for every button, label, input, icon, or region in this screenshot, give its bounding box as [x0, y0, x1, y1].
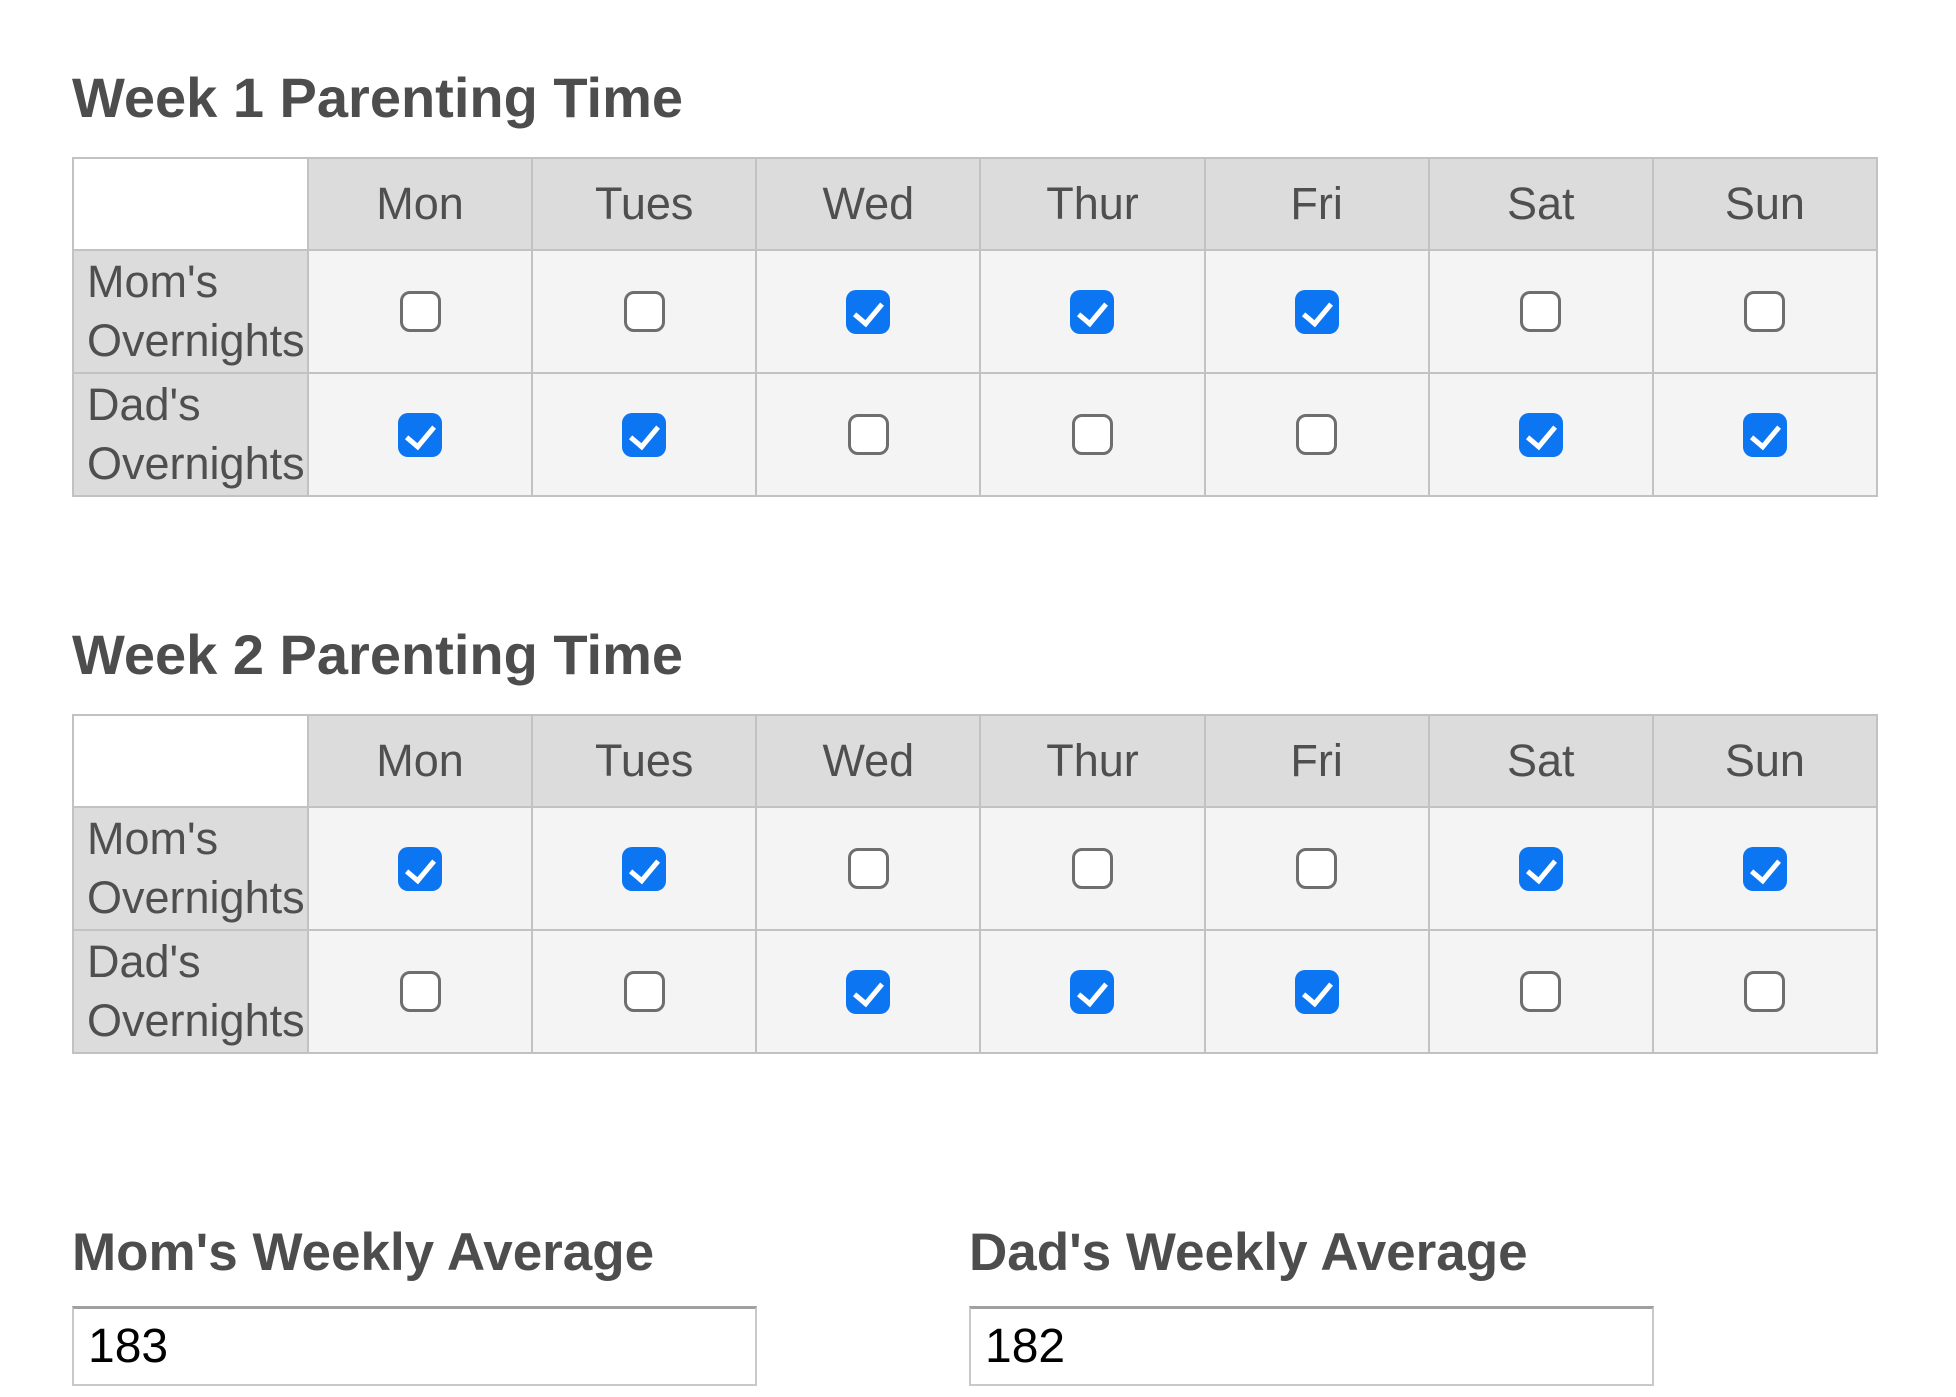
checkbox-week1-mom-thur[interactable] — [1070, 289, 1115, 334]
mom-weekly-average-input[interactable] — [72, 1306, 757, 1386]
week1-dad-sat-cell — [1427, 372, 1654, 497]
week2-title: Week 2 Parenting Time — [72, 623, 684, 686]
week1-dad-sun-cell — [1651, 372, 1879, 497]
checkbox-week2-mom-tues[interactable] — [622, 846, 667, 891]
mom-weekly-average-title: Mom's Weekly Average — [72, 1223, 655, 1282]
week1-mom-wed-cell — [755, 249, 982, 374]
week1-dad-thur-cell — [979, 372, 1206, 497]
week2-dad-thur-cell — [979, 929, 1206, 1054]
checkbox-week1-dad-wed[interactable] — [847, 414, 889, 455]
week2-header-sun: Sun — [1651, 714, 1879, 808]
week2-corner-cell — [72, 714, 309, 808]
week2-dad-wed-cell — [755, 929, 982, 1054]
week1-mom-fri-cell — [1203, 249, 1430, 374]
week1-title: Week 1 Parenting Time — [72, 66, 684, 129]
week1-section: Week 1 Parenting Time Mon Tues Wed Thur … — [72, 70, 1880, 497]
week1-mom-row-label: Mom's Overnights — [72, 249, 309, 374]
week2-mom-tues-cell — [531, 806, 758, 931]
week2-header-fri: Fri — [1203, 714, 1430, 808]
checkbox-week1-dad-sun[interactable] — [1742, 412, 1787, 457]
week2-dad-tues-cell — [531, 929, 758, 1054]
checkbox-week1-dad-mon[interactable] — [398, 412, 443, 457]
week2-header-sat: Sat — [1427, 714, 1654, 808]
week1-mom-mon-cell — [306, 249, 534, 374]
week1-dad-tues-cell — [531, 372, 758, 497]
checkbox-week2-dad-thur[interactable] — [1070, 969, 1115, 1014]
checkbox-week2-mom-wed[interactable] — [847, 848, 889, 889]
checkbox-week1-mom-tues[interactable] — [623, 291, 665, 332]
checkbox-week1-mom-mon[interactable] — [399, 291, 441, 332]
checkbox-week2-dad-fri[interactable] — [1294, 969, 1339, 1014]
checkbox-week1-mom-sat[interactable] — [1520, 291, 1562, 332]
week1-header-tues: Tues — [531, 157, 758, 251]
week1-mom-sat-cell — [1427, 249, 1654, 374]
week2-mom-sun-cell — [1651, 806, 1879, 931]
week1-corner-cell — [72, 157, 309, 251]
checkbox-week2-dad-tues[interactable] — [623, 971, 665, 1012]
week2-mom-wed-cell — [755, 806, 982, 931]
week1-dad-row-label: Dad's Overnights — [72, 372, 309, 497]
week2-mom-fri-cell — [1203, 806, 1430, 931]
checkbox-week2-mom-fri[interactable] — [1296, 848, 1338, 889]
week1-dad-wed-cell — [755, 372, 982, 497]
week2-header-tues: Tues — [531, 714, 758, 808]
week1-mom-thur-cell — [979, 249, 1206, 374]
week2-header-wed: Wed — [755, 714, 982, 808]
checkbox-week1-mom-wed[interactable] — [846, 289, 891, 334]
checkbox-week2-dad-sun[interactable] — [1744, 971, 1786, 1012]
week2-dad-mon-cell — [306, 929, 534, 1054]
checkbox-week2-dad-mon[interactable] — [399, 971, 441, 1012]
week1-header-sun: Sun — [1651, 157, 1879, 251]
checkbox-week2-dad-sat[interactable] — [1520, 971, 1562, 1012]
week2-mom-thur-cell — [979, 806, 1206, 931]
week2-section: Week 2 Parenting Time Mon Tues Wed Thur … — [72, 627, 1880, 1054]
week2-mom-mon-cell — [306, 806, 534, 931]
week1-header-mon: Mon — [306, 157, 534, 251]
week1-dad-fri-cell — [1203, 372, 1430, 497]
week1-table: Mon Tues Wed Thur Fri Sat Sun Mom's Over… — [72, 157, 1879, 497]
week2-dad-sun-cell — [1651, 929, 1879, 1054]
week1-header-sat: Sat — [1427, 157, 1654, 251]
week2-mom-sat-cell — [1427, 806, 1654, 931]
checkbox-week1-mom-fri[interactable] — [1294, 289, 1339, 334]
week2-dad-row: Dad's Overnights — [72, 929, 1879, 1054]
dad-weekly-average-input[interactable] — [969, 1306, 1654, 1386]
checkbox-week2-mom-thur[interactable] — [1071, 848, 1113, 889]
checkbox-week1-dad-tues[interactable] — [622, 412, 667, 457]
week1-dad-mon-cell — [306, 372, 534, 497]
checkbox-week2-mom-sun[interactable] — [1742, 846, 1787, 891]
week1-header-row: Mon Tues Wed Thur Fri Sat Sun — [72, 157, 1879, 251]
week1-mom-row: Mom's Overnights — [72, 249, 1879, 374]
dad-weekly-average-block: Dad's Weekly Average — [969, 1226, 1654, 1386]
week2-table: Mon Tues Wed Thur Fri Sat Sun Mom's Over… — [72, 714, 1879, 1054]
week1-header-wed: Wed — [755, 157, 982, 251]
week2-dad-sat-cell — [1427, 929, 1654, 1054]
checkbox-week1-dad-fri[interactable] — [1296, 414, 1338, 455]
week1-dad-row: Dad's Overnights — [72, 372, 1879, 497]
checkbox-week1-dad-thur[interactable] — [1071, 414, 1113, 455]
week2-mom-row: Mom's Overnights — [72, 806, 1879, 931]
week2-header-row: Mon Tues Wed Thur Fri Sat Sun — [72, 714, 1879, 808]
week2-dad-row-label: Dad's Overnights — [72, 929, 309, 1054]
week2-dad-fri-cell — [1203, 929, 1430, 1054]
dad-weekly-average-title: Dad's Weekly Average — [969, 1223, 1528, 1282]
checkbox-week2-dad-wed[interactable] — [846, 969, 891, 1014]
mom-weekly-average-block: Mom's Weekly Average — [72, 1226, 757, 1386]
checkbox-week1-mom-sun[interactable] — [1744, 291, 1786, 332]
checkbox-week2-mom-sat[interactable] — [1518, 846, 1563, 891]
week2-header-mon: Mon — [306, 714, 534, 808]
week2-header-thur: Thur — [979, 714, 1206, 808]
week1-header-fri: Fri — [1203, 157, 1430, 251]
weekly-averages-section: Mom's Weekly Average Dad's Weekly Averag… — [72, 1226, 1880, 1386]
week1-header-thur: Thur — [979, 157, 1206, 251]
week2-mom-row-label: Mom's Overnights — [72, 806, 309, 931]
week1-mom-tues-cell — [531, 249, 758, 374]
checkbox-week2-mom-mon[interactable] — [398, 846, 443, 891]
week1-mom-sun-cell — [1651, 249, 1879, 374]
checkbox-week1-dad-sat[interactable] — [1518, 412, 1563, 457]
